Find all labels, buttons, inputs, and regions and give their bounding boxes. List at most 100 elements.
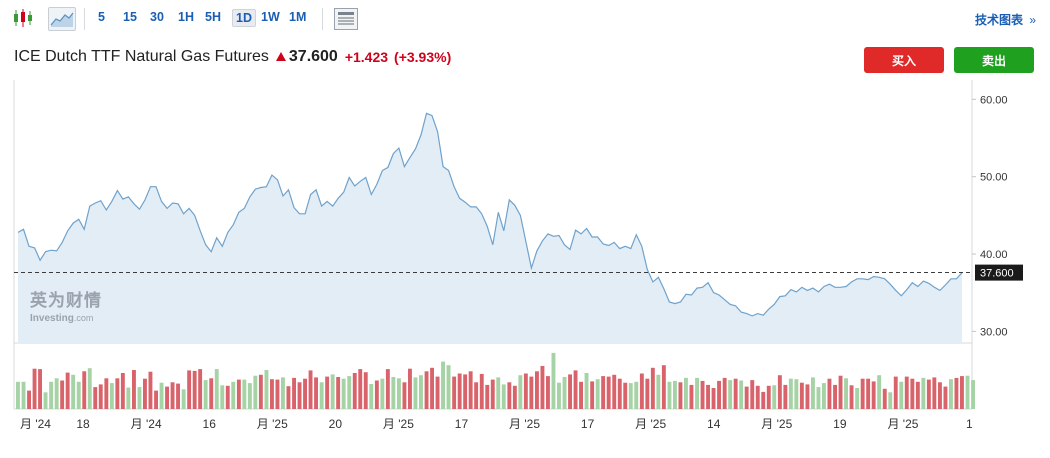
volume-bar — [236, 379, 241, 409]
y-tick-label: 40.00 — [980, 249, 1008, 261]
watermark-chinese: 英为财情 — [30, 291, 102, 310]
volume-bar — [706, 384, 710, 409]
volume-bar — [766, 385, 771, 409]
y-tick-label: 30.00 — [980, 326, 1008, 338]
price-line — [17, 112, 963, 317]
volume-bar — [899, 381, 904, 409]
x-tick-label: 月 '25 — [509, 417, 540, 431]
volume-bar — [838, 375, 843, 409]
volume-bar — [253, 375, 258, 409]
x-tick-label: 20 — [329, 417, 343, 431]
x-tick-label: 14 — [707, 417, 721, 431]
x-tick-label: 月 '25 — [887, 417, 918, 431]
volume-bar — [612, 374, 617, 409]
volume-bar — [673, 380, 677, 409]
volume-bar — [264, 370, 269, 409]
volume-bar — [888, 392, 893, 409]
volume-bar — [93, 387, 98, 409]
volume-bar — [855, 388, 860, 409]
last-price-label: 37.600 — [980, 268, 1014, 280]
volume-bar — [165, 386, 169, 409]
volume-bar — [82, 371, 87, 409]
volume-bar — [347, 376, 352, 409]
volume-bar — [490, 379, 495, 409]
volume-bar — [214, 369, 219, 409]
volume-bar — [623, 382, 628, 409]
volume-bar — [546, 376, 550, 409]
instrument-header: ICE Dutch TTF Natural Gas Futures 37.600… — [14, 46, 451, 68]
technical-chart-link[interactable]: 技术图表 » — [975, 11, 1036, 28]
timeframe-1d[interactable]: 1D — [232, 9, 256, 27]
volume-bar — [330, 374, 335, 409]
last-price-badge — [975, 264, 1023, 281]
volume-bar — [811, 377, 815, 409]
volume-bar — [568, 374, 572, 409]
timeframe-5h[interactable]: 5H — [205, 10, 221, 24]
volume-bar — [645, 378, 650, 409]
volume-bar — [397, 378, 401, 409]
volume-bar — [358, 369, 363, 409]
volume-bar — [877, 375, 882, 409]
volume-bar — [374, 380, 379, 409]
double-chevron-right-icon: » — [1029, 13, 1036, 27]
volume-bar — [711, 388, 716, 409]
timeframe-5[interactable]: 5 — [98, 10, 105, 24]
volume-bar — [170, 382, 175, 409]
chart-toolbar: 5 15 30 1H 5H 1D 1W 1M 技术图表 » — [0, 0, 1050, 38]
x-tick-label: 月 '24 — [131, 417, 162, 431]
timeframe-15[interactable]: 15 — [123, 10, 137, 24]
timeframe-1h[interactable]: 1H — [178, 10, 194, 24]
volume-bar — [209, 378, 214, 409]
volume-bar — [424, 371, 429, 409]
volume-bar — [606, 376, 611, 409]
candlestick-chart-icon[interactable] — [10, 7, 38, 29]
volume-bar — [915, 381, 920, 409]
buy-button[interactable]: 买入 — [864, 47, 944, 73]
x-tick-label: 月 '25 — [383, 417, 414, 431]
volume-bar — [639, 373, 644, 409]
volume-bar — [49, 381, 54, 409]
x-tick-label: 17 — [581, 417, 595, 431]
volume-bar — [816, 387, 821, 409]
volume-bar — [303, 378, 307, 409]
volume-bar — [777, 375, 782, 409]
volume-bar — [474, 382, 479, 409]
volume-bar — [689, 384, 694, 409]
timeframe-1m[interactable]: 1M — [289, 10, 307, 24]
volume-bar — [496, 377, 501, 409]
volume-bar — [684, 377, 688, 409]
investing-watermark-logo: 英为财情 Investing.com — [30, 292, 102, 325]
volume-bar — [656, 374, 661, 409]
settings-panel-icon[interactable] — [334, 8, 358, 30]
volume-bar — [822, 383, 826, 409]
volume-bar — [363, 372, 368, 409]
volume-bar — [308, 370, 313, 409]
toolbar-separator — [84, 8, 85, 30]
volume-bar — [402, 382, 407, 409]
volume-bar — [733, 378, 738, 409]
volume-bar — [463, 374, 468, 409]
sell-button[interactable]: 卖出 — [954, 47, 1034, 73]
timeframe-1w[interactable]: 1W — [261, 10, 280, 24]
volume-bar — [590, 381, 595, 409]
volume-bar — [634, 381, 639, 409]
volume-bar — [717, 380, 721, 409]
volume-bar — [750, 380, 755, 409]
area-chart-icon[interactable] — [48, 7, 76, 31]
volume-bar — [860, 378, 865, 409]
volume-bar — [203, 380, 208, 409]
volume-bar — [385, 369, 390, 409]
volume-bar — [628, 383, 633, 409]
price-change-percent: (+3.93%) — [394, 49, 452, 65]
volume-bar — [220, 385, 225, 409]
toolbar-separator — [322, 8, 323, 30]
volume-bar — [938, 382, 942, 409]
watermark-suffix: .com — [73, 313, 94, 323]
volume-bar — [281, 377, 285, 409]
timeframe-30[interactable]: 30 — [150, 10, 164, 24]
volume-bar — [148, 371, 153, 409]
x-tick-label: 18 — [76, 417, 90, 431]
volume-bar — [954, 377, 959, 409]
volume-bar — [965, 375, 970, 409]
